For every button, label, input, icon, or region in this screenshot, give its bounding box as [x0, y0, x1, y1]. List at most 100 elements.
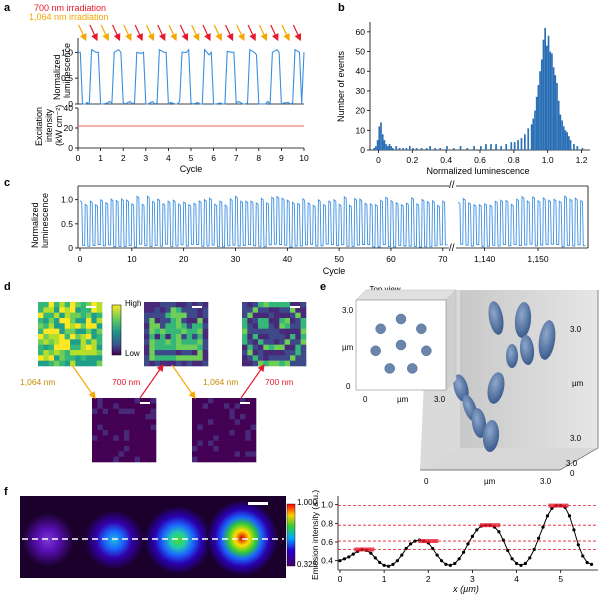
d-pixel	[144, 312, 150, 319]
panel-c: c // // Normalized luminescence 0 0.5 1.0 0…	[4, 177, 589, 276]
d-pixel	[160, 355, 166, 361]
d-pixel	[192, 339, 198, 345]
d-pixel	[229, 424, 235, 431]
orange-arrow	[100, 24, 109, 42]
d-pixel	[165, 323, 171, 329]
d-pixel	[284, 307, 291, 313]
d-pixel	[144, 350, 150, 356]
histogram-bar	[568, 136, 570, 150]
d-pixel	[75, 307, 81, 313]
d-pixel	[75, 360, 81, 367]
d-pixel	[263, 344, 269, 351]
d-pixel	[48, 307, 55, 313]
d-pixel	[70, 344, 76, 351]
d-pixel	[176, 350, 182, 356]
c-luminescence-line	[79, 195, 586, 248]
d-pixel	[134, 440, 141, 447]
d-pixel	[300, 355, 307, 361]
d-pixel	[258, 312, 264, 319]
d-pixel	[268, 328, 275, 335]
d-pixel	[240, 446, 246, 452]
d-pixel	[300, 344, 307, 351]
d-pixel	[279, 355, 285, 361]
d-pixel	[229, 446, 235, 452]
histogram-bar	[566, 132, 568, 150]
b-ytick-label: 10	[356, 125, 366, 135]
d-pixel	[263, 360, 269, 367]
f-point	[395, 559, 399, 563]
d-pixel	[208, 446, 214, 452]
d-pixel	[149, 318, 155, 324]
d-pixel	[268, 334, 275, 340]
d-pixel	[38, 350, 44, 356]
d-pixel	[165, 312, 171, 319]
particle-top	[395, 339, 407, 351]
d-pixel	[247, 307, 253, 313]
d-pixel	[202, 419, 209, 425]
particle-top	[395, 313, 407, 325]
d-pixel	[108, 430, 114, 436]
histogram-bar	[554, 75, 557, 150]
histogram-bar	[425, 148, 428, 150]
a-xlabel: Cycle	[180, 164, 203, 174]
d-pixel	[145, 456, 151, 463]
d-pixel	[92, 451, 98, 457]
d-pixel	[97, 446, 103, 452]
f-spot-2	[84, 510, 144, 570]
d-pixel	[48, 360, 55, 367]
d-pixel	[170, 328, 177, 335]
d-pixel	[165, 355, 171, 361]
d-pixel	[295, 334, 301, 340]
d-pixel	[140, 430, 146, 436]
d-pixel	[48, 318, 55, 324]
d-pixel	[124, 446, 130, 452]
d-pixel	[118, 456, 125, 463]
b-xlabel: Normalized luminescence	[426, 166, 529, 176]
d-pixel	[38, 334, 44, 340]
d-pixel	[70, 334, 76, 340]
d-pixel	[213, 440, 219, 447]
d-pixel	[295, 360, 301, 367]
legend-red-label: 700 nm irradiation	[34, 3, 106, 13]
d-pixel	[113, 408, 119, 415]
d-pixel	[197, 430, 203, 436]
d-pixel	[80, 318, 87, 324]
d-pixel	[54, 334, 60, 340]
d-pixel	[38, 355, 44, 361]
d-pixel	[140, 451, 146, 457]
e-front-tick-mid: µm	[484, 477, 496, 486]
d-pixel	[247, 344, 253, 351]
d-pixel	[247, 350, 253, 356]
d-pixel	[118, 408, 125, 415]
d-pixel	[247, 328, 253, 335]
e-right-tick-mid: µm	[572, 379, 584, 388]
d-pixel	[279, 307, 285, 313]
d-pixel	[186, 318, 193, 324]
d-pixel	[197, 408, 203, 415]
red-arrow	[225, 24, 234, 42]
histogram-bar	[380, 122, 382, 150]
histogram-bar	[510, 142, 513, 150]
d-pixel	[113, 440, 119, 447]
d-pixel	[86, 318, 92, 324]
d-pixel	[59, 339, 65, 345]
a-xtick-label: 9	[279, 153, 284, 163]
d-pixel	[268, 339, 275, 345]
d-pixel	[154, 334, 161, 340]
a-xtick-label: 8	[256, 153, 261, 163]
panel-f: f 1.000 0.325 Emission intensity (a.u.) …	[4, 486, 598, 594]
histogram-bar	[517, 140, 519, 150]
d-label-1064-2: 1,064 nm	[203, 377, 238, 387]
d-pixel	[54, 360, 60, 367]
d-pixel	[145, 435, 151, 441]
d-pixel	[102, 446, 109, 452]
a-xtick-label: 10	[299, 153, 309, 163]
d-pixel	[242, 323, 248, 329]
d-pixel	[295, 339, 301, 345]
c-ytick-label: 1.0	[61, 195, 73, 205]
d-pixel	[149, 323, 155, 329]
d-pixel	[149, 350, 155, 356]
e-top-view-title: Top view	[369, 285, 400, 294]
d-pixel	[129, 403, 135, 409]
d-pixel	[208, 403, 214, 409]
